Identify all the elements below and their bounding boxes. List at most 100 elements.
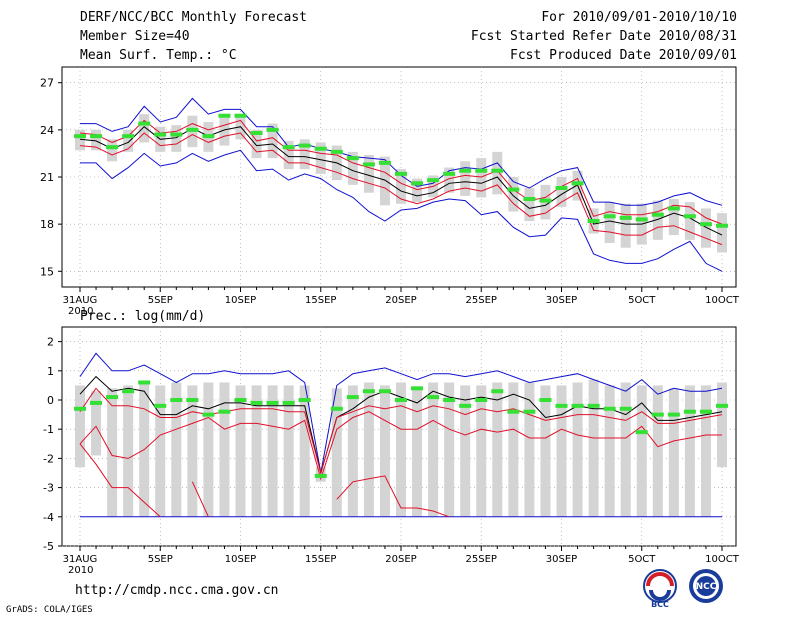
x-year-label: 2010 xyxy=(68,306,93,317)
observed-marker xyxy=(90,400,103,405)
observed-marker xyxy=(362,162,375,167)
x-tick-label: 5SEP xyxy=(148,554,173,565)
spread-box xyxy=(123,385,134,517)
observed-marker xyxy=(330,149,343,154)
observed-marker xyxy=(74,134,86,139)
spread-box xyxy=(604,385,615,517)
series-line-lower-extreme-red xyxy=(79,443,450,518)
spread-box xyxy=(75,129,85,151)
observed-marker xyxy=(202,134,215,139)
series-line-mean-std xyxy=(79,132,723,246)
observed-marker xyxy=(122,389,135,394)
y-tick-label: -5 xyxy=(43,540,54,553)
x-tick-label: 10OCT xyxy=(705,554,740,565)
x-tick-label: 31AUG xyxy=(63,295,98,306)
y-tick-label: 15 xyxy=(40,265,54,278)
series-line-mean-std xyxy=(79,411,722,481)
grads-credit: GrADS: COLA/IGES xyxy=(6,605,93,615)
spread-box xyxy=(492,382,503,517)
x-year-label: 2010 xyxy=(68,565,93,576)
spread-box xyxy=(460,161,471,196)
spread-box xyxy=(652,200,663,240)
observed-marker xyxy=(266,400,279,405)
x-tick-label: 20SEP xyxy=(385,554,416,565)
y-tick-label: -3 xyxy=(43,482,54,495)
x-tick-label: 25SEP xyxy=(466,295,497,306)
spread-box xyxy=(556,385,567,517)
member-size: Member Size=40 xyxy=(80,29,190,44)
series-line-ensemble-max xyxy=(79,352,723,474)
observed-marker xyxy=(571,403,584,408)
observed-marker xyxy=(234,113,247,118)
spread-box xyxy=(91,391,102,456)
observed-marker xyxy=(202,412,215,417)
spread-box xyxy=(412,178,423,203)
observed-marker xyxy=(491,389,504,394)
ncc-logo: NCC xyxy=(689,569,723,603)
observed-marker xyxy=(346,395,359,400)
observed-marker xyxy=(539,198,552,203)
observed-marker xyxy=(683,409,696,414)
spread-box xyxy=(444,167,455,193)
spread-box xyxy=(636,385,647,517)
observed-marker xyxy=(218,113,231,118)
observed-marker xyxy=(186,398,199,402)
chart-title: DERF/NCC/BCC Monthly Forecast xyxy=(80,10,307,25)
y-tick-label: 2 xyxy=(47,336,54,349)
bcc-logo: BCC xyxy=(643,569,677,608)
y-tick-label: 24 xyxy=(40,124,54,137)
spread-box xyxy=(315,142,326,174)
spread-box xyxy=(620,382,631,517)
spread-box xyxy=(203,382,214,517)
bcc-label: BCC xyxy=(651,600,669,608)
y-tick-label: -1 xyxy=(43,423,54,436)
spread-box xyxy=(299,139,310,170)
observed-marker xyxy=(411,181,424,186)
source-url[interactable]: http://cmdp.ncc.cma.gov.cn xyxy=(75,583,279,598)
observed-marker xyxy=(138,380,151,385)
observed-marker xyxy=(138,121,151,126)
observed-marker xyxy=(314,473,327,478)
observed-marker xyxy=(330,406,343,411)
spread-box xyxy=(267,123,278,159)
spread-box xyxy=(283,385,294,517)
spread-box xyxy=(283,140,294,170)
spread-box xyxy=(396,382,406,517)
spread-box xyxy=(556,177,567,207)
spread-box xyxy=(524,382,535,517)
spread-box xyxy=(91,129,102,151)
start-date: Fcst Started Refer Date 2010/08/31 xyxy=(470,29,737,44)
observed-marker xyxy=(475,168,488,173)
spread-box xyxy=(717,213,727,253)
observed-marker xyxy=(635,217,648,222)
observed-marker xyxy=(314,146,327,151)
spread-box xyxy=(396,169,406,204)
spread-box xyxy=(107,388,118,517)
x-tick-label: 15SEP xyxy=(305,554,336,565)
series-line-ensemble-min xyxy=(80,149,723,272)
observed-marker xyxy=(635,430,648,435)
observed-marker xyxy=(122,134,135,139)
observed-marker xyxy=(250,131,263,135)
spread-box xyxy=(460,385,471,517)
series-line-mean-std xyxy=(79,119,723,225)
spread-box xyxy=(331,388,342,517)
spread-box xyxy=(508,382,519,517)
spread-box xyxy=(668,199,679,236)
x-tick-label: 5SEP xyxy=(148,295,173,306)
observed-marker xyxy=(667,412,680,417)
spread-box xyxy=(444,382,455,517)
y-tick-label: -4 xyxy=(43,511,54,524)
observed-marker xyxy=(459,403,472,408)
spread-box xyxy=(171,125,182,152)
temperature-panel: 15 18 21 24 27 31AUG 5SEP 10SEP 15SEP 20SEP 25SEP 3… xyxy=(40,66,740,317)
observed-marker xyxy=(651,212,664,217)
x-tick-label: 30SEP xyxy=(546,554,577,565)
observed-marker xyxy=(619,215,632,220)
x-tick-label: 10SEP xyxy=(225,295,256,306)
precipitation-panel: -5 -4 -3 -2 -1 0 1 2 31AUG 5SEP 10SEP 15SEP 20SEP 25S… xyxy=(43,326,740,576)
x-tick-label: 30SEP xyxy=(546,295,577,306)
spread-box xyxy=(668,388,679,517)
x-tick-label: 10OCT xyxy=(705,295,740,306)
